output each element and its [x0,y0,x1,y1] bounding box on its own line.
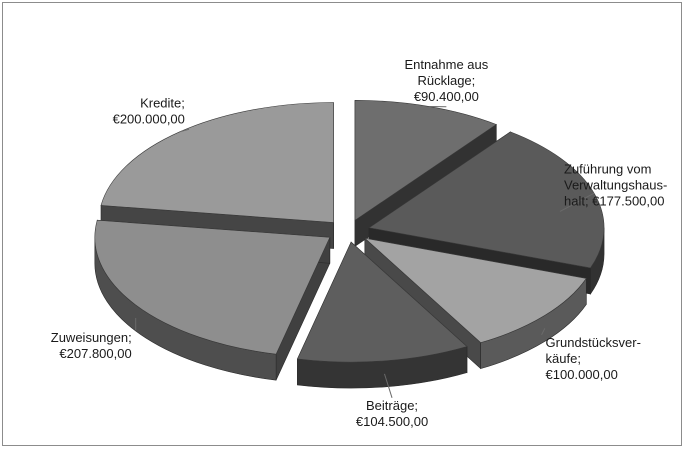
data-label-line: Verwaltungshaus- [564,177,667,192]
data-label-line: Rücklage; [417,73,475,88]
data-label-grundstuecksverkaeufe: Grundstücksver-käufe;€100.000,00 [546,335,641,382]
data-label-line: halt; €177.500,00 [564,193,664,208]
data-label-line: Zuweisungen; [51,330,132,345]
data-label-line: €200.000,00 [113,111,185,126]
data-label-beitraege: Beiträge;€104.500,00 [356,398,428,429]
data-label-line: €100.000,00 [546,367,618,382]
data-label-zuweisungen: Zuweisungen;€207.800,00 [51,330,132,361]
data-label-line: Entnahme aus [404,57,488,72]
data-label-line: Zuführung vom [564,161,651,176]
data-label-line: Kredite; [140,95,185,110]
data-label-line: Grundstücksver- [546,335,641,350]
data-label-line: €207.800,00 [59,346,131,361]
data-label-line: €104.500,00 [356,414,428,429]
data-label-kredite: Kredite;€200.000,00 [113,95,185,126]
data-label-line: käufe; [546,351,581,366]
data-label-line: €90.400,00 [414,89,479,104]
data-label-line: Beiträge; [366,398,418,413]
